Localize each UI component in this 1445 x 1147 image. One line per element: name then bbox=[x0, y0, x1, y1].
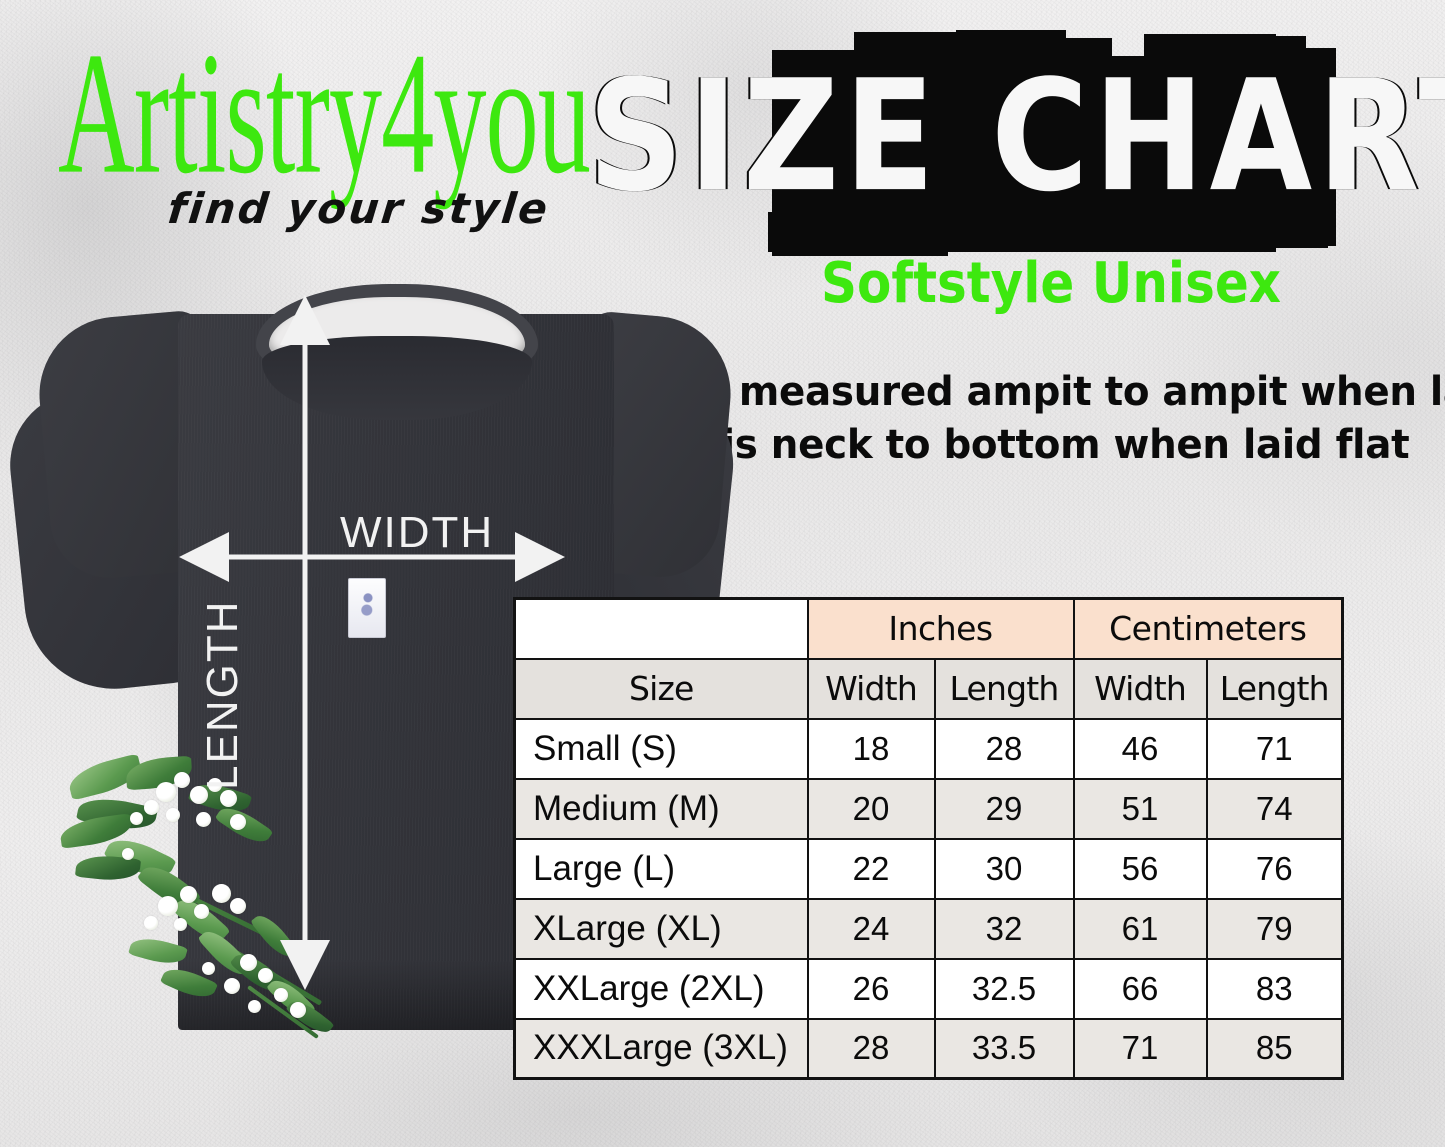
header-unit-centimeters: Centimeters bbox=[1072, 597, 1344, 660]
brand-logo: Artistry4you find your style bbox=[58, 26, 758, 233]
brand-name: Artistry4you bbox=[58, 16, 591, 211]
cell-cm-width: 66 bbox=[1072, 957, 1208, 1020]
floral-decoration bbox=[34, 753, 364, 1086]
cell-cm-width: 71 bbox=[1072, 1017, 1208, 1080]
cell-in-width: 26 bbox=[806, 957, 936, 1020]
cell-in-length: 33.5 bbox=[933, 1017, 1075, 1080]
cell-size: Medium (M) bbox=[513, 777, 809, 840]
cell-cm-length: 79 bbox=[1205, 897, 1344, 960]
banner-subtitle: Softstyle Unisex bbox=[821, 250, 1281, 316]
cell-cm-length: 83 bbox=[1205, 957, 1344, 1020]
table-row: XXXLarge (3XL) 28 33.5 71 85 bbox=[513, 1017, 1344, 1080]
width-label: WIDTH bbox=[340, 508, 495, 557]
size-chart-banner: SIZE CHART Softstyle Unisex bbox=[588, 16, 1445, 315]
table-row: Medium (M) 20 29 51 74 bbox=[513, 777, 1344, 840]
cell-in-width: 20 bbox=[806, 777, 936, 840]
cell-in-width: 24 bbox=[806, 897, 936, 960]
table-row: XXLarge (2XL) 26 32.5 66 83 bbox=[513, 957, 1344, 1020]
cell-cm-length: 76 bbox=[1205, 837, 1344, 900]
cell-cm-length: 71 bbox=[1205, 717, 1344, 780]
cell-cm-width: 61 bbox=[1072, 897, 1208, 960]
cell-cm-width: 46 bbox=[1072, 717, 1208, 780]
cell-in-length: 32.5 bbox=[933, 957, 1075, 1020]
cell-size: Small (S) bbox=[513, 717, 809, 780]
cell-size: XLarge (XL) bbox=[513, 897, 809, 960]
cell-cm-width: 51 bbox=[1072, 777, 1208, 840]
header-blank-cell bbox=[514, 597, 809, 660]
cell-in-length: 28 bbox=[933, 717, 1075, 780]
cell-size: XXLarge (2XL) bbox=[513, 957, 809, 1020]
cell-in-length: 30 bbox=[933, 837, 1075, 900]
cell-cm-width: 56 bbox=[1072, 837, 1208, 900]
instruction-text-width: is measured ampit to ampit when laid fla… bbox=[690, 369, 1445, 415]
size-chart-table: Inches Centimeters Size Width Length Wid… bbox=[513, 597, 1345, 1080]
header-size: Size bbox=[513, 657, 809, 720]
banner-title: SIZE CHART bbox=[587, 46, 1445, 226]
length-label: LENGTH bbox=[198, 599, 247, 790]
table-header-columns: Size Width Length Width Length bbox=[513, 657, 1344, 720]
header-inches-length: Length bbox=[933, 657, 1075, 720]
cell-size: Large (L) bbox=[513, 837, 809, 900]
cell-in-length: 32 bbox=[933, 897, 1075, 960]
cell-in-length: 29 bbox=[933, 777, 1075, 840]
shirt-neck-label bbox=[348, 578, 386, 638]
header-cm-width: Width bbox=[1072, 657, 1208, 720]
cell-size: XXXLarge (3XL) bbox=[513, 1017, 809, 1080]
header-unit-inches: Inches bbox=[806, 597, 1075, 660]
header-cm-length: Length bbox=[1205, 657, 1344, 720]
table-row: Large (L) 22 30 56 76 bbox=[513, 837, 1344, 900]
instruction-text-length: is neck to bottom when laid flat bbox=[708, 421, 1410, 468]
table-row: Small (S) 18 28 46 71 bbox=[513, 717, 1344, 780]
table-header-units: Inches Centimeters bbox=[514, 597, 1344, 660]
cell-in-width: 18 bbox=[806, 717, 936, 780]
cell-in-width: 22 bbox=[806, 837, 936, 900]
cell-in-width: 28 bbox=[806, 1017, 936, 1080]
brand-tagline: find your style bbox=[165, 184, 553, 233]
cell-cm-length: 85 bbox=[1205, 1017, 1344, 1080]
cell-cm-length: 74 bbox=[1205, 777, 1344, 840]
table-row: XLarge (XL) 24 32 61 79 bbox=[513, 897, 1344, 960]
grunge-stencil-background bbox=[758, 16, 1344, 256]
header-inches-width: Width bbox=[806, 657, 936, 720]
